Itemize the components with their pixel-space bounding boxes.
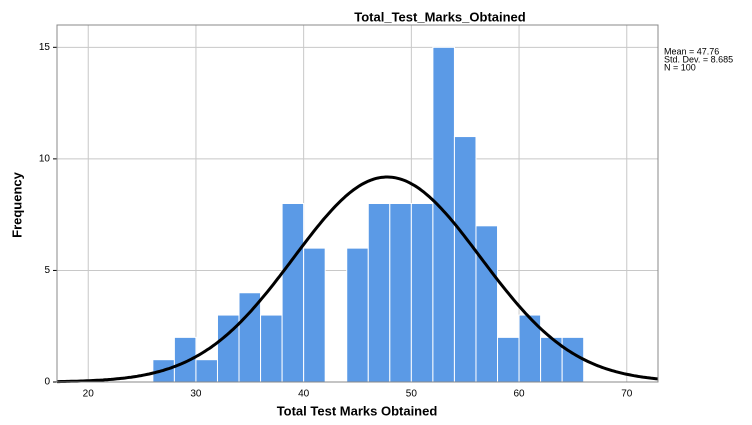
x-tick-label: 30 <box>190 389 202 400</box>
bar <box>195 359 218 383</box>
bar <box>475 225 499 383</box>
bar <box>432 46 455 383</box>
x-tick-label: 50 <box>406 389 418 400</box>
bar <box>260 314 283 383</box>
x-tick-label: 20 <box>83 389 95 400</box>
bar <box>410 203 434 383</box>
stat-label: N = 100 <box>664 62 696 72</box>
bar <box>303 247 326 383</box>
bar <box>367 203 391 383</box>
bar <box>346 247 369 383</box>
x-tick-label: 40 <box>298 389 310 400</box>
stat-label: Mean = 47.76 <box>664 46 719 56</box>
bar <box>238 292 262 383</box>
y-axis-label: Frequency <box>9 171 24 238</box>
bar <box>453 136 477 383</box>
y-tick-label: 15 <box>39 42 51 53</box>
bar <box>389 203 412 383</box>
x-tick-label: 70 <box>621 389 633 400</box>
bar <box>497 336 520 383</box>
bar <box>281 203 305 383</box>
y-tick-label: 10 <box>39 154 51 165</box>
chart-title: Total_Test_Marks_Obtained <box>354 9 526 24</box>
y-tick-label: 5 <box>44 265 50 276</box>
bar <box>561 336 585 383</box>
x-tick-label: 60 <box>513 389 525 400</box>
y-tick-label: 0 <box>44 377 50 388</box>
x-axis-label: Total Test Marks Obtained <box>277 403 438 418</box>
normal-curve <box>57 175 659 384</box>
plot-border <box>56 24 659 383</box>
stat-label: Std. Dev. = 8.685 <box>664 54 733 64</box>
